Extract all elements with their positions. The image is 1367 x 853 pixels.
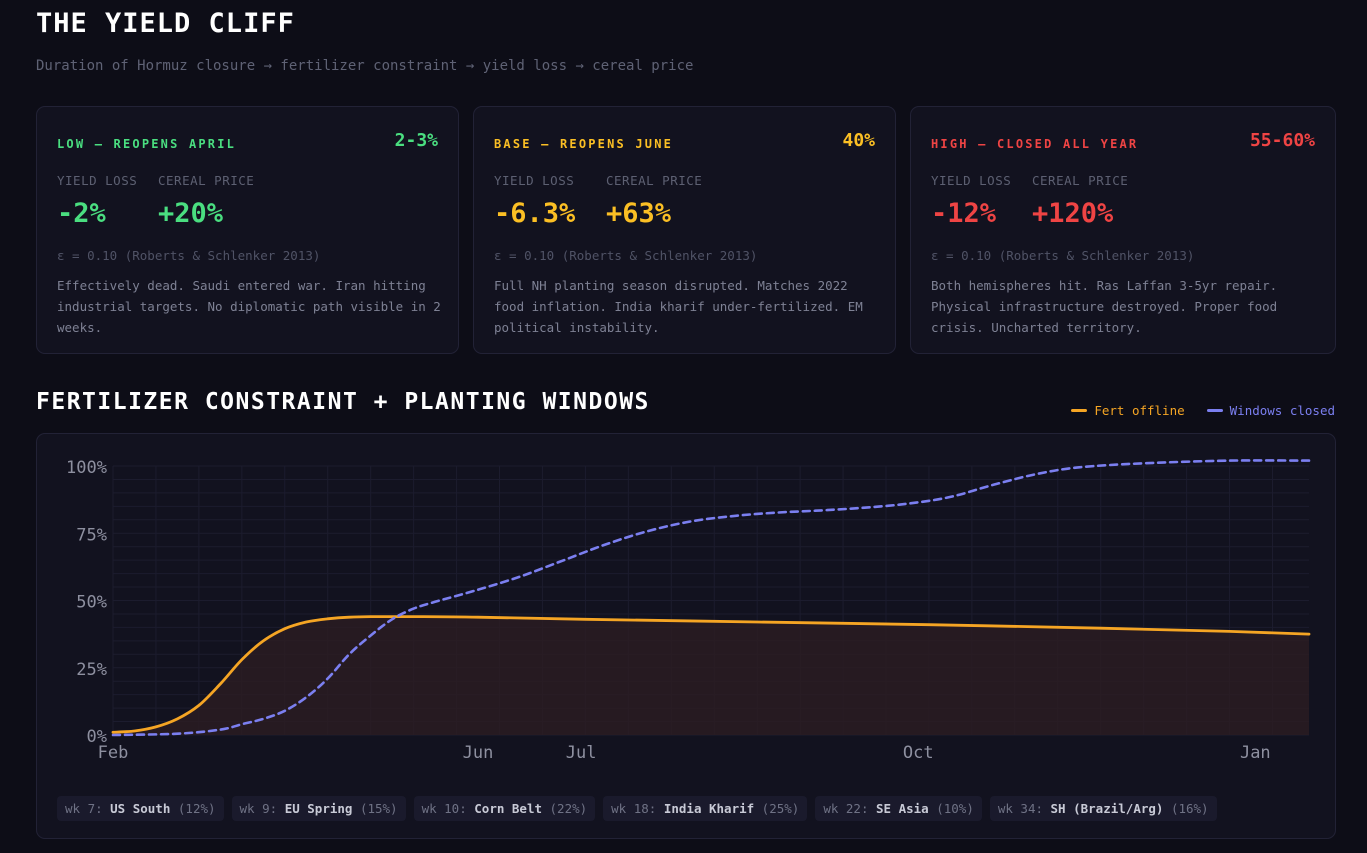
yield-loss-value: -12%	[931, 198, 997, 229]
pill-region: Corn Belt	[474, 801, 542, 816]
pill-share: (12%)	[170, 801, 216, 816]
pill-region: SE Asia	[876, 801, 929, 816]
y-tick-label: 100%	[66, 458, 107, 478]
page-subtitle: Duration of Hormuz closure → fertilizer …	[36, 58, 694, 74]
pill-region: EU Spring	[284, 801, 353, 816]
pill-week: wk 10:	[421, 801, 475, 816]
dashed-line-swatch-icon	[1206, 409, 1223, 412]
planting-window-pill: wk 10: Corn Belt (22%)	[413, 796, 596, 821]
planting-window-pill: wk 22: SE Asia (10%)	[815, 796, 982, 821]
x-tick-label: Feb	[98, 743, 129, 763]
chart-legend: Fert offline Windows closed	[1071, 403, 1335, 418]
legend-item-fert-offline: Fert offline	[1071, 403, 1185, 418]
y-tick-label: 0%	[87, 727, 107, 747]
cereal-price-value: +120%	[1032, 198, 1114, 229]
pill-week: wk 9:	[239, 801, 285, 816]
pill-share: (16%)	[1163, 801, 1209, 816]
section-title: FERTILIZER CONSTRAINT + PLANTING WINDOWS	[36, 389, 650, 415]
y-tick-label: 50%	[76, 593, 107, 613]
scenario-probability: 40%	[842, 130, 875, 151]
planting-window-annotations: wk 7: US South (12%) wk 9: EU Spring (15%…	[57, 796, 1217, 821]
pill-region: SH (Brazil/Arg)	[1050, 801, 1164, 816]
page-title: THE YIELD CLIFF	[36, 8, 295, 39]
legend-label: Fert offline	[1094, 403, 1185, 418]
pill-week: wk 22:	[823, 801, 876, 816]
yield-loss-header: YIELD LOSS	[494, 173, 575, 188]
cereal-price-header: CEREAL PRICE	[158, 173, 255, 188]
series-line-windows-closed	[111, 459, 1311, 737]
x-tick-label: Oct	[903, 743, 934, 763]
pill-share: (15%)	[352, 801, 398, 816]
elasticity-note: ε = 0.10 (Roberts & Schlenker 2013)	[57, 248, 321, 263]
planting-window-pill: wk 18: India Kharif (25%)	[603, 796, 808, 821]
planting-window-pill: wk 7: US South (12%)	[57, 796, 224, 821]
pill-week: wk 7:	[65, 801, 111, 816]
series-line-fert-offline	[111, 615, 1311, 734]
series-area-fert-offline	[113, 616, 1309, 735]
solid-line-swatch-icon	[1071, 409, 1088, 412]
scenario-label: HIGH — CLOSED ALL YEAR	[931, 137, 1139, 151]
x-tick-label: Jun	[463, 743, 494, 763]
yield-loss-header: YIELD LOSS	[57, 173, 138, 188]
scenario-cards: LOW — REOPENS APRIL 2-3% YIELD LOSS CERE…	[36, 106, 1336, 356]
yield-loss-header: YIELD LOSS	[931, 173, 1012, 188]
planting-window-pill: wk 9: EU Spring (15%)	[231, 796, 406, 821]
legend-item-windows-closed: Windows closed	[1206, 403, 1335, 418]
cereal-price-header: CEREAL PRICE	[606, 173, 703, 188]
scenario-card-low: LOW — REOPENS APRIL 2-3% YIELD LOSS CERE…	[36, 106, 459, 354]
y-tick-label: 25%	[76, 660, 107, 680]
pill-share: (10%)	[928, 801, 974, 816]
y-tick-label: 75%	[76, 525, 107, 545]
pill-week: wk 34:	[997, 801, 1051, 816]
scenario-card-base: BASE — REOPENS JUNE 40% YIELD LOSS CEREA…	[473, 106, 896, 354]
x-tick-label: Jul	[566, 743, 597, 763]
elasticity-note: ε = 0.10 (Roberts & Schlenker 2013)	[494, 248, 758, 263]
scenario-card-high: HIGH — CLOSED ALL YEAR 55-60% YIELD LOSS…	[910, 106, 1336, 354]
cereal-price-value: +20%	[158, 198, 224, 229]
cereal-price-header: CEREAL PRICE	[1032, 173, 1129, 188]
pill-region: US South	[110, 801, 171, 816]
scenario-label: LOW — REOPENS APRIL	[57, 137, 237, 151]
yield-loss-value: -6.3%	[494, 198, 576, 229]
x-tick-label: Jan	[1240, 743, 1271, 763]
pill-region: India Kharif	[663, 801, 755, 816]
scenario-probability: 55-60%	[1249, 130, 1315, 151]
legend-label: Windows closed	[1229, 403, 1335, 418]
scenario-description: Both hemispheres hit. Ras Laffan 3-5yr r…	[931, 278, 1278, 335]
pill-week: wk 18:	[611, 801, 664, 816]
pill-share: (25%)	[754, 801, 800, 816]
planting-window-pill: wk 34: SH (Brazil/Arg) (16%)	[989, 796, 1217, 821]
scenario-description: Full NH planting season disrupted. Match…	[494, 278, 863, 335]
scenario-label: BASE — REOPENS JUNE	[494, 137, 674, 151]
scenario-description: Effectively dead. Saudi entered war. Ira…	[57, 278, 441, 335]
scenario-probability: 2-3%	[394, 130, 438, 151]
pill-share: (22%)	[542, 801, 588, 816]
yield-loss-value: -2%	[57, 198, 106, 229]
cereal-price-value: +63%	[606, 198, 672, 229]
chart-panel: 0% 25% 50% 75% 100% Feb Jun Jul Oct Jan wk 7: US …	[36, 433, 1336, 839]
elasticity-note: ε = 0.10 (Roberts & Schlenker 2013)	[931, 248, 1195, 263]
line-chart: 0% 25% 50% 75% 100% Feb Jun Jul Oct Jan	[66, 458, 1311, 763]
